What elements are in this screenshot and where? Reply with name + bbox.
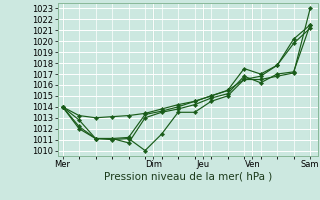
X-axis label: Pression niveau de la mer( hPa ): Pression niveau de la mer( hPa ): [104, 172, 272, 182]
